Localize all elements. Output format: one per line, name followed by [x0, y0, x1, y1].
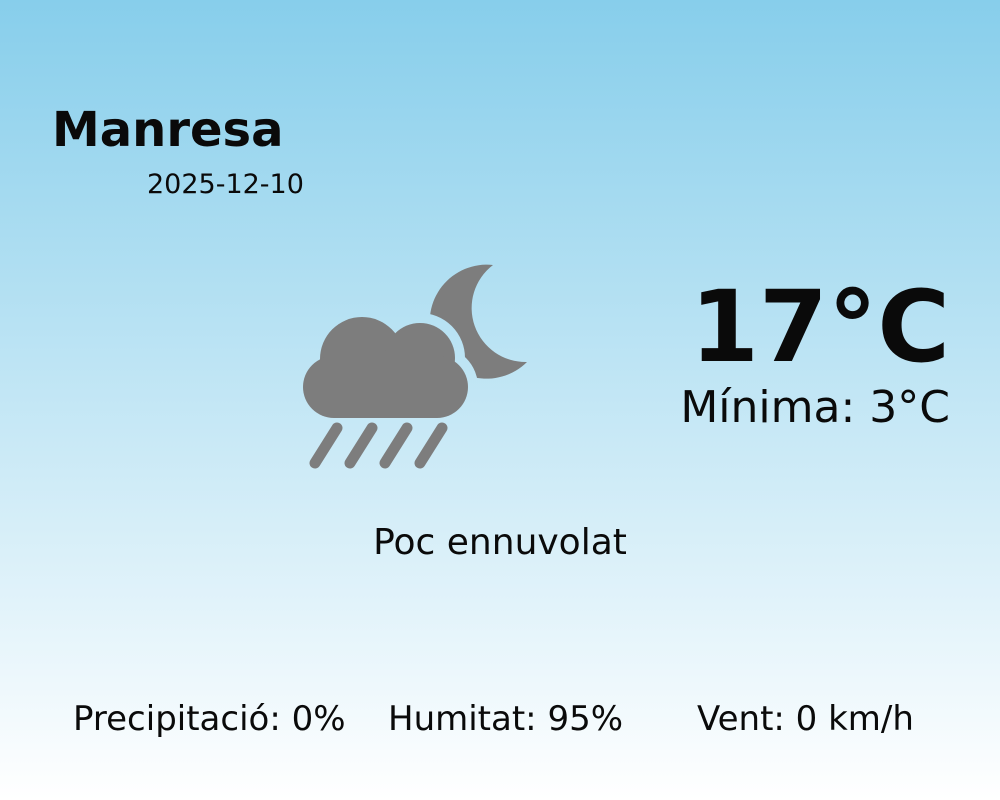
- rain-icon: [309, 422, 448, 469]
- wind-stat: Vent: 0 km/h: [697, 699, 914, 739]
- date-label: 2025-12-10: [147, 169, 304, 200]
- min-temperature: Mínima: 3°C: [680, 382, 950, 433]
- precipitation-stat: Precipitació: 0%: [73, 699, 346, 739]
- weather-icon-container: [280, 240, 560, 490]
- city-name: Manresa: [52, 102, 284, 158]
- night-rain-icon: [303, 264, 527, 469]
- current-temperature: 17°C: [690, 270, 950, 385]
- condition-text: Poc ennuvolat: [373, 522, 627, 563]
- humidity-stat: Humitat: 95%: [388, 699, 624, 739]
- cloud-icon: [303, 317, 468, 418]
